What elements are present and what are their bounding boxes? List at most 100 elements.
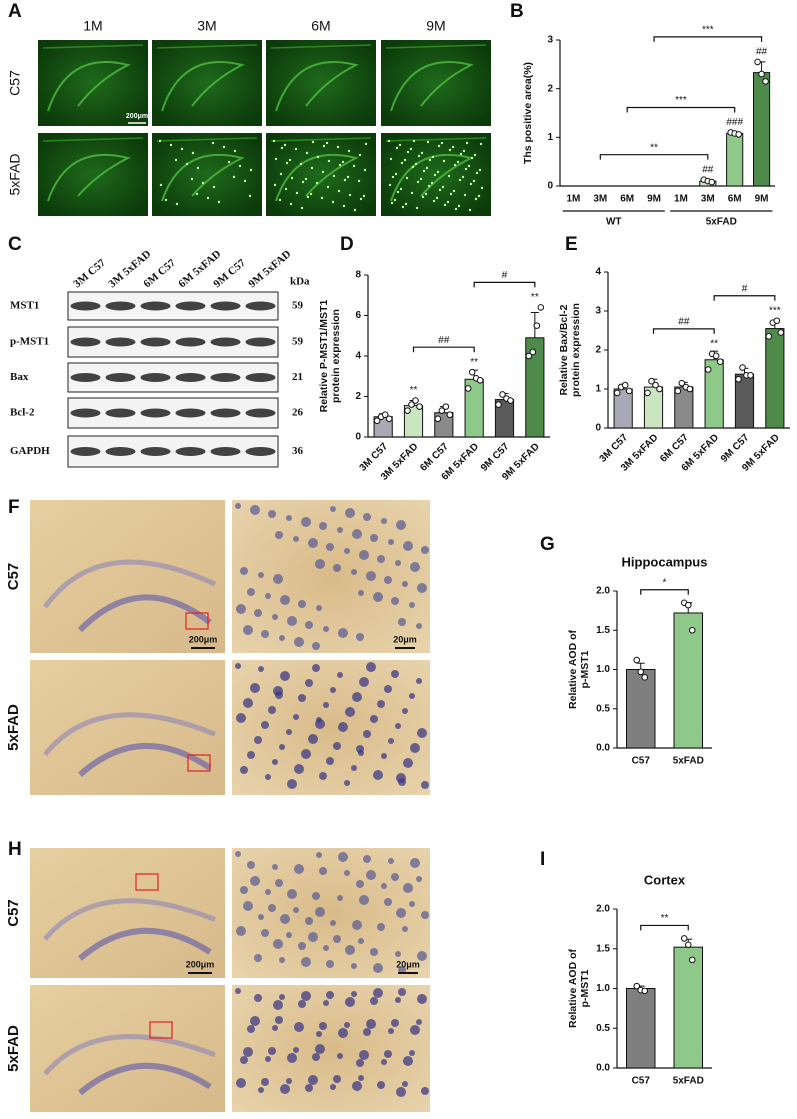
nucleus xyxy=(301,749,311,759)
nucleus xyxy=(358,938,364,944)
nucleus xyxy=(358,590,364,596)
x-tick-label: 6M xyxy=(620,194,634,205)
y-axis-label: Relative AOD of xyxy=(567,949,579,1028)
y-tick-label: 2 xyxy=(355,391,361,402)
blot-band xyxy=(245,301,276,311)
blot-band xyxy=(70,301,101,311)
data-point xyxy=(633,982,641,990)
y-tick-label: 6 xyxy=(355,310,361,321)
plaque xyxy=(441,185,445,189)
y-tick-label: 1 xyxy=(595,384,601,395)
bracket-label: ## xyxy=(678,317,690,328)
data-point xyxy=(381,411,389,419)
nucleus xyxy=(319,522,327,530)
data-point xyxy=(464,385,472,392)
nucleus xyxy=(261,929,269,937)
nucleus xyxy=(268,1047,276,1055)
nucleus xyxy=(416,678,422,684)
nucleus xyxy=(268,510,276,518)
y-tick-label: 3 xyxy=(595,306,601,317)
bar xyxy=(626,988,656,1069)
nucleus xyxy=(337,1053,343,1059)
nucleus xyxy=(377,923,385,931)
nucleus xyxy=(250,876,260,886)
plaque xyxy=(406,150,410,154)
nucleus xyxy=(421,911,429,919)
nucleus xyxy=(396,520,406,530)
blot-band xyxy=(105,337,136,347)
plaque xyxy=(332,174,336,178)
lane-label: 3M C57 xyxy=(71,257,108,291)
blot-band xyxy=(175,301,206,311)
cell-layer xyxy=(77,594,212,633)
kda-label: 36 xyxy=(292,445,304,457)
nucleus xyxy=(319,1022,327,1030)
plaque xyxy=(348,193,352,197)
row-label: 5xFAD xyxy=(5,1025,22,1072)
plaque xyxy=(195,192,199,196)
plaque xyxy=(347,149,351,153)
nucleus xyxy=(268,904,276,912)
plaque xyxy=(283,143,287,147)
nucleus xyxy=(272,614,278,620)
tissue-outline xyxy=(161,153,245,202)
nucleus xyxy=(402,708,408,714)
nucleus xyxy=(326,543,334,551)
data-point xyxy=(641,674,649,681)
nucleus xyxy=(301,991,311,1001)
tissue-outline xyxy=(47,153,131,202)
data-point xyxy=(507,397,514,404)
nucleus xyxy=(337,672,343,678)
nucleus xyxy=(298,600,306,608)
scale-bar-label: 200μm xyxy=(189,634,218,644)
plaque xyxy=(400,161,404,165)
data-point xyxy=(747,372,754,379)
plaque xyxy=(391,175,395,179)
blot-band xyxy=(175,337,206,347)
nucleus xyxy=(287,779,297,789)
nucleus xyxy=(305,621,313,629)
plaque xyxy=(174,158,178,162)
y-tick-label: 4 xyxy=(355,351,361,362)
nucleus xyxy=(351,765,357,771)
y-axis-label: Ths positive area(%) xyxy=(522,62,534,164)
tissue-outline xyxy=(390,61,474,112)
nucleus xyxy=(254,954,262,962)
plaque xyxy=(431,155,435,159)
data-point xyxy=(652,381,659,389)
nucleus xyxy=(409,1050,415,1056)
nucleus xyxy=(240,766,248,774)
significance: ## xyxy=(756,47,768,58)
nucleus xyxy=(388,738,394,744)
nucleus xyxy=(280,914,290,924)
significance: ** xyxy=(531,292,539,303)
nucleus xyxy=(344,870,350,876)
plaque xyxy=(337,189,341,193)
nucleus xyxy=(315,1044,325,1054)
nucleus xyxy=(236,713,246,723)
data-point xyxy=(684,601,692,609)
nucleus xyxy=(417,994,427,1004)
nucleus xyxy=(279,994,285,1000)
nucleus xyxy=(312,1053,320,1061)
nucleus xyxy=(265,889,271,895)
nucleus xyxy=(247,1025,255,1033)
nucleus xyxy=(396,773,406,783)
plaque xyxy=(459,152,463,156)
data-point xyxy=(688,956,696,964)
zoom-box xyxy=(135,873,159,891)
nucleus xyxy=(286,932,292,938)
nucleus xyxy=(337,527,343,533)
plaque xyxy=(417,154,421,158)
plaque xyxy=(364,142,368,146)
scale-bar-label: 20μm xyxy=(396,959,420,969)
nucleus xyxy=(273,686,283,696)
row-label: C57 xyxy=(5,563,22,591)
significance: ## xyxy=(702,164,714,175)
nucleus xyxy=(366,870,376,880)
nucleus xyxy=(261,630,269,638)
plaque xyxy=(412,139,416,143)
x-tick-label: 1M xyxy=(566,194,580,205)
nucleus xyxy=(286,1078,292,1084)
plaque xyxy=(164,198,168,202)
